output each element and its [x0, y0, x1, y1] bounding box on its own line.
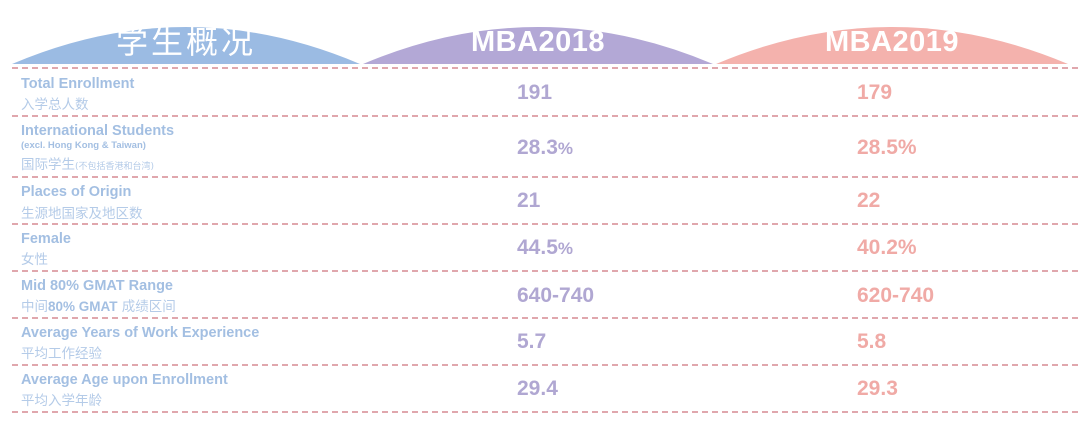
- value-mba2019: 28.5%: [857, 136, 917, 159]
- row-divider: [12, 270, 1078, 272]
- row-divider: [12, 115, 1078, 117]
- mba2018-column-arc: [363, 27, 713, 64]
- table-row-female: Female 女性 44.5% 40.2%: [0, 225, 1080, 270]
- row-label-en: Average Years of Work Experience: [21, 325, 260, 341]
- row-label-cn-suffix: 成绩区间: [117, 299, 176, 315]
- table-row-international-students: International Students (excl. Hong Kong …: [0, 117, 1080, 176]
- value-mba2019: 620-740: [857, 284, 935, 307]
- row-label-cn: 女性: [21, 252, 48, 268]
- value-mba2019: 29.3: [857, 377, 898, 400]
- row-divider: [12, 317, 1078, 319]
- row-label-cn: 平均工作经验: [21, 346, 102, 362]
- mba2019-column-arc: [716, 27, 1068, 64]
- row-label-cn: 中间80% GMAT 成绩区间: [21, 295, 176, 315]
- value-number: 44.5: [517, 236, 558, 259]
- row-label-cn-prefix: 中间: [21, 299, 48, 315]
- row-divider: [12, 364, 1078, 366]
- value-mba2018: 29.4: [517, 377, 558, 400]
- header-mba2019: MBA2019: [824, 26, 960, 58]
- value-mba2018: 44.5%: [517, 236, 573, 260]
- table-row-average-age: Average Age upon Enrollment 平均入学年龄 29.4 …: [0, 366, 1080, 411]
- table-row-total-enrollment: Total Enrollment 入学总人数 191 179: [0, 69, 1080, 115]
- row-label-cn: 生源地国家及地区数: [21, 206, 143, 222]
- row-label-cn: 入学总人数: [21, 97, 89, 113]
- table-header: 学生概况 MBA2018 MBA2019: [0, 0, 1080, 66]
- row-label-en: Female: [21, 231, 71, 247]
- header-mba2018: MBA2018: [470, 26, 606, 58]
- value-mba2018: 28.3%: [517, 136, 573, 160]
- value-unit: %: [557, 139, 573, 158]
- row-divider: [12, 176, 1078, 178]
- value-mba2019: 40.2%: [857, 236, 917, 259]
- value-mba2019: 22: [857, 189, 881, 212]
- value-mba2019: 179: [857, 81, 893, 104]
- row-label-en: Average Age upon Enrollment: [21, 372, 228, 388]
- row-label-cn-note: (不包括香港和台湾): [75, 162, 155, 172]
- row-label-cn: 国际学生(不包括香港和台湾): [21, 153, 154, 173]
- row-label-sub: (excl. Hong Kong & Taiwan): [21, 140, 146, 151]
- header-arcs: [12, 27, 1068, 64]
- row-label-en: International Students: [21, 123, 175, 139]
- value-unit: %: [557, 239, 573, 258]
- value-number: 28.3: [517, 136, 558, 159]
- row-label-cn-bold: 80% GMAT: [48, 299, 118, 314]
- row-label-en: Total Enrollment: [21, 76, 135, 92]
- table-row-places-of-origin: Places of Origin 生源地国家及地区数 21 22: [0, 178, 1080, 223]
- row-divider: [12, 411, 1078, 413]
- label-column-arc: [12, 27, 360, 64]
- row-label-en: Places of Origin: [21, 184, 132, 200]
- row-label-cn-main: 国际学生: [21, 157, 75, 173]
- value-mba2019: 5.8: [857, 330, 887, 353]
- row-label-en: Mid 80% GMAT Range: [21, 278, 173, 294]
- table-row-gmat-range: Mid 80% GMAT Range 中间80% GMAT 成绩区间 640-7…: [0, 272, 1080, 317]
- header-label-column: 学生概况: [115, 23, 256, 61]
- value-mba2018: 191: [517, 81, 553, 104]
- row-divider: [12, 67, 1078, 69]
- value-mba2018: 640-740: [517, 284, 595, 307]
- value-mba2018: 21: [517, 189, 541, 212]
- row-label-cn: 平均入学年龄: [21, 393, 102, 409]
- value-mba2018: 5.7: [517, 330, 547, 353]
- table-row-work-experience: Average Years of Work Experience 平均工作经验 …: [0, 319, 1080, 364]
- row-divider: [12, 223, 1078, 225]
